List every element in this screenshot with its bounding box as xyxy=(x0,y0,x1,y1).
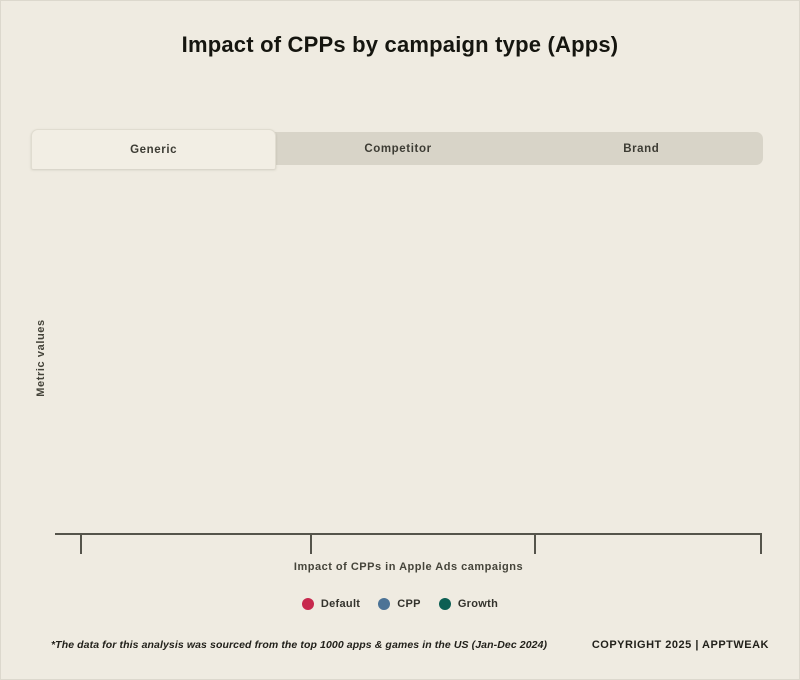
copyright-text: COPYRIGHT 2025 | APPTWEAK xyxy=(591,639,769,651)
tab-generic-label: Generic xyxy=(130,143,178,156)
plot-area xyxy=(55,171,761,533)
legend-label-growth: Growth xyxy=(457,598,499,610)
tab-competitor-label: Competitor xyxy=(364,142,432,155)
x-axis-tick xyxy=(760,533,762,554)
legend-item-cpp[interactable]: CPP xyxy=(378,598,421,610)
cpp-series-dot-icon xyxy=(378,598,391,610)
default-series-dot-icon xyxy=(301,598,314,610)
tab-brand[interactable]: Brand xyxy=(520,132,763,165)
y-axis-label: Metric values xyxy=(35,319,47,397)
tab-competitor[interactable]: Competitor xyxy=(276,132,519,165)
x-axis-tick xyxy=(534,533,536,554)
x-axis-tick xyxy=(310,533,312,554)
legend-item-growth[interactable]: Growth xyxy=(438,598,499,610)
x-axis-tick xyxy=(80,533,82,554)
legend-label-cpp: CPP xyxy=(397,598,421,610)
tab-generic[interactable]: Generic xyxy=(31,129,277,169)
x-axis-line xyxy=(55,533,762,535)
tab-brand-label: Brand xyxy=(623,142,660,155)
legend-label-default: Default xyxy=(320,598,361,610)
page-title: Impact of CPPs by campaign type (Apps) xyxy=(181,32,619,57)
chart-legend: Default CPP Growth xyxy=(1,598,799,610)
growth-series-dot-icon xyxy=(438,598,451,610)
legend-item-default[interactable]: Default xyxy=(301,598,361,610)
campaign-type-tabbar: Generic Competitor Brand xyxy=(31,129,763,169)
x-axis-label: Impact of CPPs in Apple Ads campaigns xyxy=(293,561,524,573)
data-source-note: *The data for this analysis was sourced … xyxy=(51,639,548,651)
